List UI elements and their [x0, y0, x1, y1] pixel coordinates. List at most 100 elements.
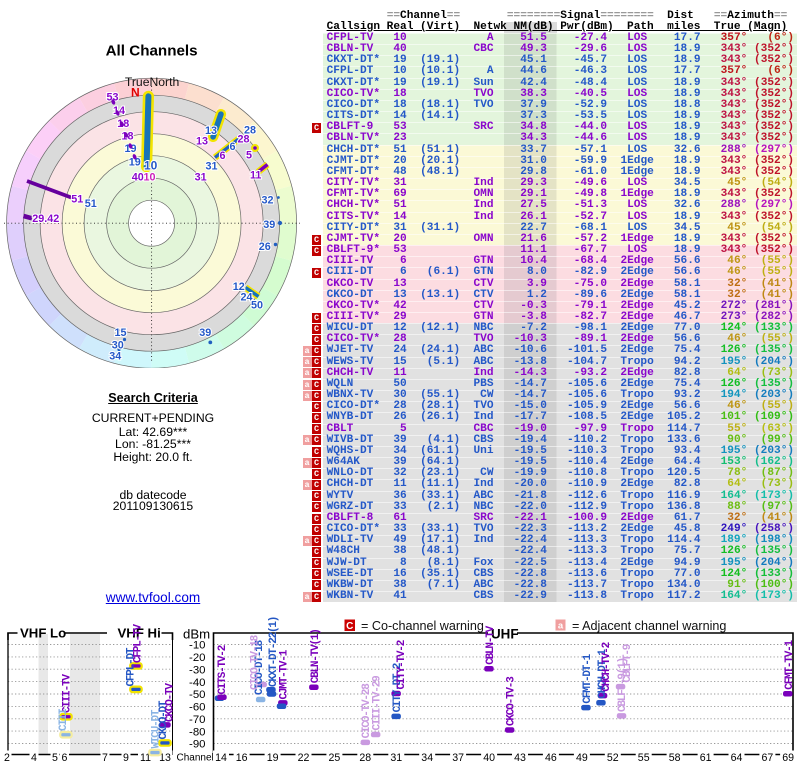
svg-text:4: 4 [31, 752, 37, 764]
svg-text:CFMT-DT-1: CFMT-DT-1 [582, 653, 594, 703]
svg-text:CBLN-TV(1): CBLN-TV(1) [310, 629, 322, 683]
svg-text:25: 25 [329, 752, 341, 764]
svg-text:-70: -70 [189, 714, 205, 726]
svg-text:7: 7 [102, 752, 108, 764]
svg-text:14: 14 [113, 105, 125, 117]
svg-text:34: 34 [421, 752, 433, 764]
svg-text:50: 50 [251, 300, 263, 312]
svg-text:53: 53 [107, 92, 119, 104]
svg-text:CKCO-TV-3: CKCO-TV-3 [506, 676, 518, 726]
svg-text:CFPL-TV: CFPL-TV [133, 624, 145, 663]
svg-text:9: 9 [123, 752, 129, 764]
svg-text:VHF Hi: VHF Hi [118, 626, 161, 641]
svg-text:14: 14 [215, 752, 227, 764]
svg-text:CICO-DT-18: CICO-DT-18 [254, 639, 266, 695]
svg-text:39: 39 [199, 327, 211, 339]
svg-text:2: 2 [4, 752, 10, 764]
svg-text:-30: -30 [189, 665, 205, 677]
svg-text:11: 11 [250, 169, 261, 181]
svg-text:-90: -90 [189, 739, 205, 751]
svg-text:37: 37 [452, 752, 464, 764]
svg-text:Channel: Channel [177, 753, 214, 764]
svg-text:43: 43 [514, 752, 526, 764]
svg-text:13: 13 [196, 136, 208, 148]
svg-text:11: 11 [140, 752, 151, 764]
svg-text:TrueNorth: TrueNorth [125, 75, 179, 89]
svg-text:22: 22 [298, 752, 310, 764]
svg-text:CIII: CIII [58, 709, 70, 731]
svg-text:CITY-TV-2: CITY-TV-2 [396, 640, 408, 689]
svg-text:CJMT-TV-1: CJMT-TV-1 [279, 649, 291, 699]
svg-text:19: 19 [125, 143, 137, 155]
svg-text:= Adjacent channel warning: = Adjacent channel warning [572, 619, 726, 633]
svg-text:28: 28 [244, 125, 256, 137]
svg-text:CFMT-TV-1: CFMT-TV-1 [784, 639, 796, 689]
svg-text:C: C [346, 621, 353, 632]
svg-text:-80: -80 [189, 726, 205, 738]
svg-text:28: 28 [238, 134, 250, 146]
svg-text:51: 51 [85, 198, 97, 210]
svg-text:19: 19 [129, 157, 141, 169]
svg-text:32: 32 [262, 195, 274, 207]
svg-text:CIII-TV-29: CIII-TV-29 [372, 676, 384, 731]
svg-text:19: 19 [267, 752, 279, 764]
svg-text:26: 26 [259, 241, 271, 253]
svg-text:CHCH-DT-1: CHCH-DT-1 [597, 649, 609, 699]
svg-text:29.42: 29.42 [32, 213, 59, 225]
svg-text:-60: -60 [189, 702, 205, 714]
svg-text:12: 12 [233, 281, 245, 293]
svg-text:-50: -50 [189, 689, 205, 701]
svg-text:6: 6 [230, 141, 236, 153]
svg-text:CKCO-DT: CKCO-DT [158, 700, 170, 739]
svg-text:69: 69 [782, 752, 794, 764]
svg-text:16: 16 [236, 752, 248, 764]
svg-text:49: 49 [576, 752, 588, 764]
svg-text:= Co-channel warning: = Co-channel warning [361, 619, 484, 633]
svg-text:UHF: UHF [491, 627, 519, 642]
svg-text:CKCO-TV: CKCO-TV [165, 683, 177, 722]
svg-text:51: 51 [71, 194, 83, 206]
svg-text:CBLN-TV: CBLN-TV [485, 625, 497, 664]
svg-text:5: 5 [246, 150, 252, 162]
svg-text:34: 34 [109, 350, 121, 362]
svg-text:N: N [131, 86, 140, 100]
svg-text:28: 28 [359, 752, 371, 764]
svg-text:61: 61 [700, 752, 712, 764]
svg-text:CICO-TV-28: CICO-TV-28 [361, 683, 373, 739]
svg-text:CITY-DT-2: CITY-DT-2 [392, 663, 404, 712]
svg-text:40: 40 [483, 752, 495, 764]
svg-text:-40: -40 [189, 677, 205, 689]
svg-text:55: 55 [638, 752, 650, 764]
svg-text:40: 40 [132, 172, 144, 184]
svg-text:64: 64 [731, 752, 743, 764]
svg-text:15: 15 [115, 327, 127, 339]
svg-text:All Channels: All Channels [106, 43, 198, 60]
svg-text:-10: -10 [189, 640, 205, 652]
svg-text:52: 52 [607, 752, 619, 764]
svg-text:10: 10 [144, 172, 156, 184]
svg-text:CFPL-DT: CFPL-DT [126, 647, 138, 686]
svg-text:CIII-TV: CIII-TV [62, 674, 74, 713]
svg-text:WICU-DT: WICU-DT [151, 709, 163, 748]
svg-text:10: 10 [144, 159, 158, 173]
svg-text:6: 6 [62, 752, 68, 764]
svg-text:CKXT-DT-22(1): CKXT-DT-22(1) [268, 617, 280, 687]
svg-text:a: a [558, 621, 564, 632]
svg-text:31: 31 [206, 161, 218, 173]
svg-text:31: 31 [390, 752, 402, 764]
svg-text:CBLFT-9: CBLFT-9 [622, 644, 634, 682]
svg-text:6: 6 [220, 150, 226, 162]
svg-text:dBm: dBm [183, 627, 210, 642]
svg-text:67: 67 [762, 752, 774, 764]
svg-text:CICO-TV-18: CICO-TV-18 [250, 634, 262, 690]
svg-text:CITS-TV-2: CITS-TV-2 [217, 645, 229, 694]
svg-text:58: 58 [669, 752, 681, 764]
svg-text:46: 46 [545, 752, 557, 764]
svg-text:24: 24 [241, 292, 253, 304]
svg-text:CHCH-TV-2: CHCH-TV-2 [601, 642, 613, 691]
svg-text:31: 31 [195, 171, 207, 183]
svg-text:VHF Lo: VHF Lo [20, 626, 66, 641]
svg-text:5: 5 [52, 752, 58, 764]
svg-text:13: 13 [205, 125, 217, 137]
svg-text:-20: -20 [189, 652, 205, 664]
